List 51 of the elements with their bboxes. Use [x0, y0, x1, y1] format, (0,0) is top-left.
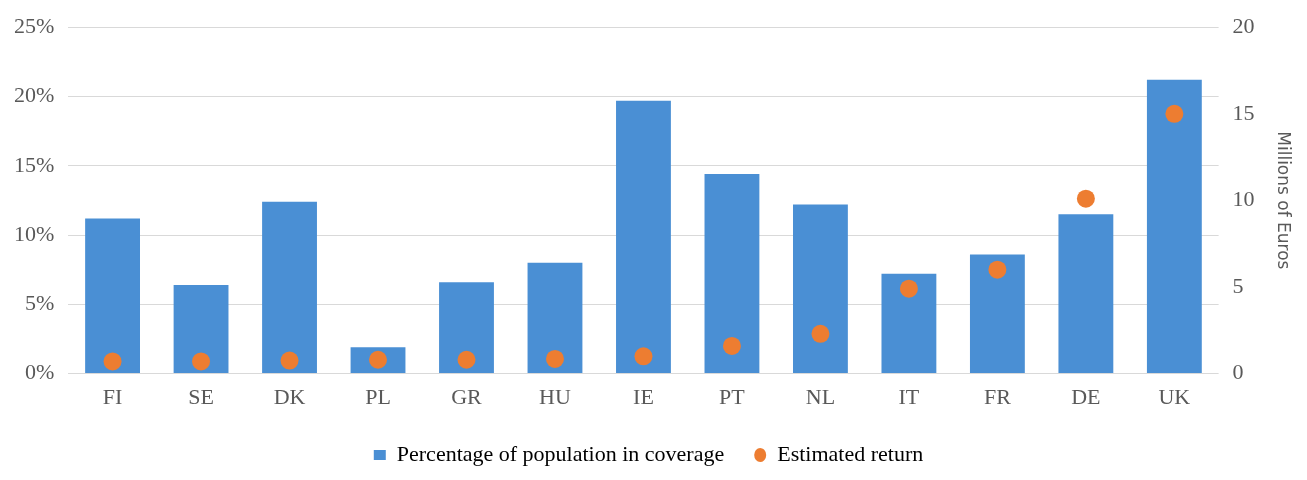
y2-tick-label: 15 — [1232, 99, 1255, 125]
point — [899, 279, 918, 298]
x-tick-label: PT — [719, 383, 746, 409]
point — [192, 352, 211, 371]
x-tick-label: SE — [188, 383, 214, 409]
y-tick-label: 15% — [14, 151, 55, 177]
point — [545, 349, 564, 368]
bar — [704, 174, 760, 374]
point — [103, 352, 122, 371]
point — [457, 350, 476, 369]
point — [988, 260, 1007, 279]
y-tick-label: 20% — [14, 82, 55, 108]
bar — [1058, 214, 1114, 374]
y2-axis-title: Millions of Euros — [1274, 131, 1295, 270]
y2-tick-label: 5 — [1232, 272, 1244, 298]
bar — [969, 254, 1025, 374]
point — [280, 351, 299, 370]
y-tick-label: 0% — [25, 359, 55, 385]
bar — [527, 262, 583, 374]
bar — [793, 204, 848, 374]
point — [634, 347, 653, 366]
bar — [85, 218, 140, 374]
bar — [881, 273, 937, 374]
legend-label: Percentage of population in coverage — [396, 440, 725, 466]
y2-tick-label: 20 — [1232, 12, 1255, 38]
bar — [616, 100, 671, 374]
y2-tick-label: 10 — [1232, 186, 1255, 212]
x-tick-label: FI — [102, 383, 123, 409]
x-tick-label: IT — [898, 383, 920, 409]
y-tick-label: 5% — [25, 290, 55, 316]
y-tick-label: 25% — [14, 12, 55, 38]
x-tick-label: DE — [1071, 383, 1101, 409]
x-tick-label: DK — [273, 383, 306, 409]
x-tick-label: PL — [365, 383, 391, 409]
bar — [1146, 79, 1202, 374]
bar — [173, 284, 229, 374]
point — [811, 324, 830, 343]
legend-label: Estimated return — [777, 440, 924, 466]
point — [1165, 104, 1184, 123]
x-tick-label: HU — [539, 383, 571, 409]
x-tick-label: IE — [633, 383, 654, 409]
x-tick-label: GR — [451, 383, 483, 409]
y2-tick-label: 0 — [1232, 359, 1244, 385]
bar — [439, 282, 494, 374]
point — [1076, 189, 1095, 208]
x-tick-label: NL — [805, 383, 836, 409]
y-tick-label: 10% — [14, 220, 55, 246]
bar — [262, 201, 317, 374]
point — [722, 336, 741, 355]
x-tick-label: UK — [1158, 383, 1191, 409]
x-tick-label: FR — [983, 383, 1012, 409]
